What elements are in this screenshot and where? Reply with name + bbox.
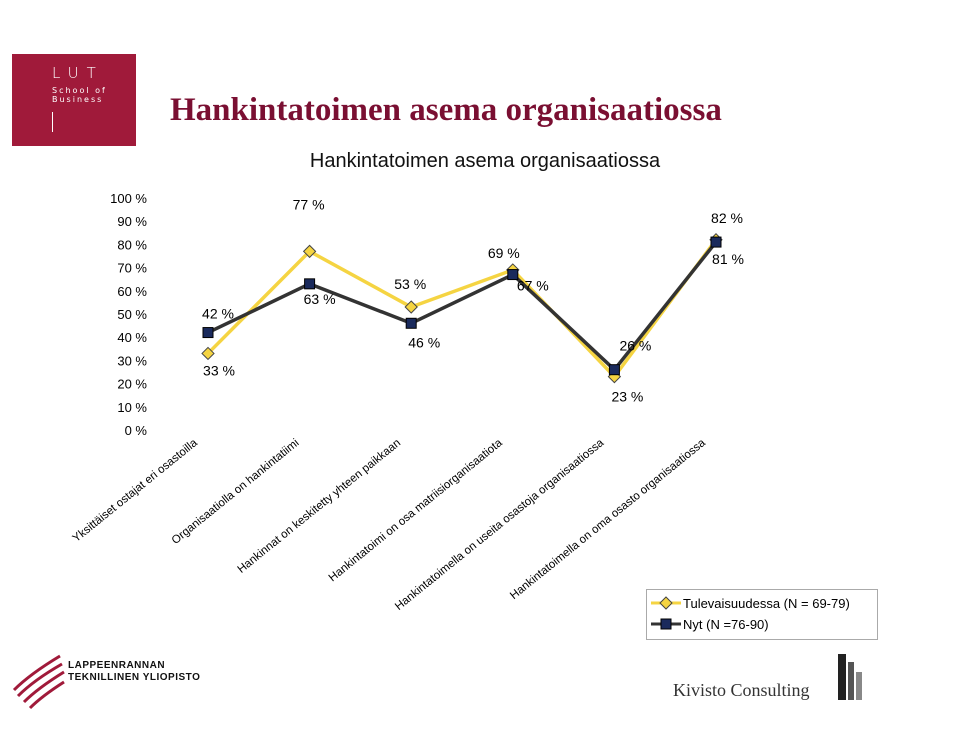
- y-tick-label: 80 %: [117, 237, 147, 252]
- legend-swatch-future: [651, 596, 681, 610]
- series-line-future: [206, 238, 718, 379]
- y-tick-label: 0 %: [125, 423, 148, 438]
- y-tick-label: 50 %: [117, 307, 147, 322]
- y-tick-label: 70 %: [117, 261, 147, 276]
- logo-school-text: School of Business: [52, 86, 107, 104]
- chart-title: Hankintatoimen asema organisaatiossa: [309, 150, 661, 172]
- data-label-future: 82 %: [711, 210, 743, 226]
- data-label-future: 53 %: [394, 276, 426, 292]
- x-category-label: Hankintatoimella on useita osastoja orga…: [393, 437, 607, 613]
- data-label-now: 63 %: [304, 291, 336, 307]
- data-label-now: 81 %: [712, 251, 744, 267]
- y-tick-label: 20 %: [117, 377, 147, 392]
- data-label-future: 23 %: [611, 389, 643, 405]
- data-point-now: [608, 364, 620, 376]
- data-point-future: [404, 300, 418, 314]
- data-label-future: 77 %: [293, 196, 325, 212]
- y-tick-label: 90 %: [117, 214, 147, 229]
- data-label-now: 46 %: [408, 334, 440, 350]
- slide-title: Hankintatoimen asema organisaatiossa: [170, 92, 722, 128]
- legend-label-future: Tulevaisuudessa (N = 69-79): [683, 596, 850, 611]
- data-label-now: 67 %: [517, 278, 549, 294]
- university-name-line1: LAPPEENRANNAN: [68, 660, 166, 671]
- data-point-now: [202, 327, 214, 339]
- legend-item-now: Nyt (N =76-90): [647, 615, 877, 635]
- kivisto-mark-icon: [838, 654, 862, 700]
- data-label-future: 69 %: [488, 245, 520, 261]
- data-point-future: [302, 244, 317, 259]
- x-category-label: Hankintatoimi on osa matriisiorganisaati…: [327, 437, 505, 585]
- kivisto-name: Kivisto Consulting: [673, 680, 810, 700]
- x-category-label: Hankintatoimella on oma osasto organisaa…: [508, 437, 708, 602]
- y-tick-label: 10 %: [117, 400, 147, 415]
- y-tick-label: 100 %: [110, 191, 147, 206]
- data-label-now: 42 %: [202, 306, 234, 322]
- university-name: LAPPEENRANNAN TEKNILLINEN YLIOPISTO: [68, 660, 200, 684]
- data-point-now: [304, 278, 316, 290]
- y-tick-label: 40 %: [117, 330, 147, 345]
- university-name-line2: TEKNILLINEN YLIOPISTO: [68, 672, 201, 683]
- logo-divider: [52, 112, 53, 132]
- top-margin: [0, 0, 960, 34]
- data-label-now: 26 %: [619, 338, 651, 354]
- chart-legend: Tulevaisuudessa (N = 69-79) Nyt (N =76-9…: [646, 589, 878, 640]
- x-category-label: Hankinnat on keskitetty yhteen paikkaan: [236, 437, 404, 576]
- data-point-now: [710, 236, 722, 248]
- y-tick-label: 60 %: [117, 284, 147, 299]
- data-point-future: [201, 346, 215, 361]
- y-tick-label: 30 %: [117, 353, 147, 368]
- kivisto-consulting-logo: Kivisto Consulting: [670, 652, 870, 704]
- lut-swoosh-icon: [12, 654, 65, 710]
- logo-lut-text: LUT: [52, 64, 104, 82]
- data-label-future: 33 %: [203, 362, 235, 378]
- lappeenranta-university-logo: LAPPEENRANNAN TEKNILLINEN YLIOPISTO: [10, 650, 210, 710]
- lut-school-of-business-logo: LUT School of Business: [12, 54, 136, 146]
- series-line-now: [207, 240, 718, 372]
- legend-item-future: Tulevaisuudessa (N = 69-79): [647, 594, 877, 614]
- data-point-now: [507, 269, 519, 281]
- legend-label-now: Nyt (N =76-90): [683, 617, 769, 632]
- legend-swatch-now: [651, 618, 681, 630]
- data-point-now: [405, 317, 417, 329]
